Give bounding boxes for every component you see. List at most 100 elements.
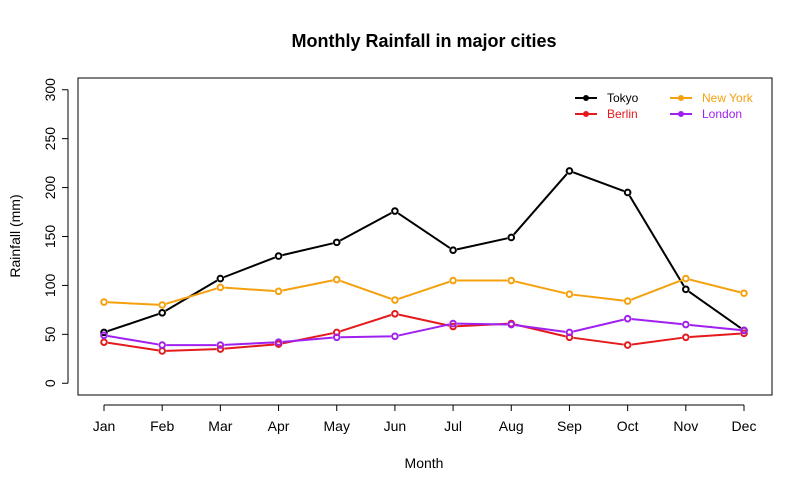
data-point [274,338,283,346]
series-segment [224,341,275,346]
data-point [332,333,341,342]
data-point [391,296,399,304]
data-point [158,341,166,349]
x-tick-label: Jul [444,418,462,434]
series-segment [107,313,159,333]
data-point [158,309,166,317]
series-segment [457,322,508,326]
data-point [682,320,690,329]
series-segment [513,173,568,236]
data-point [507,320,516,329]
data-point [391,332,399,341]
series-segment [224,286,275,293]
legend: Tokyo New York Berlin London [575,91,754,121]
series-london [100,314,748,349]
x-axis-label: Month [405,455,444,471]
series-segment [631,318,682,326]
data-point [682,285,690,294]
series-segment [573,336,624,346]
series-segment [166,348,217,352]
data-point [449,276,457,285]
series-segment [223,256,276,279]
data-point [740,329,748,338]
series-segment [340,279,392,300]
series-segment [631,336,682,346]
data-point [100,328,108,337]
plot-area-frame [77,77,773,396]
series-segment [282,279,334,292]
series-segment [515,324,566,333]
series-new-york [100,274,748,309]
data-point [391,309,399,318]
data-point [682,333,690,342]
y-tick-label: 0 [42,379,58,387]
data-point [507,233,516,242]
series-segment [340,335,391,339]
series-segment [398,280,450,300]
series-segment [572,171,625,193]
series-segment [282,336,333,343]
data-point [100,298,108,306]
series-berlin [100,309,748,355]
data-point [507,276,516,285]
data-point [158,347,166,355]
legend-marker [678,95,684,101]
data-point [449,322,457,331]
data-point [623,188,632,197]
data-point [216,341,225,349]
data-point [565,328,574,337]
series-segment [573,293,624,302]
data-point [216,283,225,292]
series-tokyo [100,167,748,337]
y-tick-label: 250 [42,127,58,151]
data-point [216,274,225,283]
y-axis-label: Rainfall (mm) [7,194,23,277]
data-point [740,326,748,335]
series-segment [689,278,741,294]
legend-marker [583,111,589,117]
legend-marker [678,111,684,117]
y-tick-label: 300 [42,78,58,102]
data-point [682,274,690,283]
series-segment [689,323,741,332]
series-segment [282,242,334,257]
series-segment [514,280,566,295]
data-point [449,246,457,254]
y-axis: 0 50 100 150 200 250 300 [42,78,69,387]
x-tick-label: May [324,418,350,434]
data-point [274,287,283,296]
series-layer [100,167,748,355]
series-segment [224,343,275,350]
series-segment [398,323,450,337]
series-segment [397,212,451,249]
data-point [391,207,399,215]
series-segment [689,332,741,339]
legend-marker [583,95,589,101]
series-segment [107,334,159,346]
legend-item-new-york: New York [670,91,754,105]
x-tick-label: Mar [208,418,232,434]
series-segment [107,301,159,306]
legend-label: Tokyo [607,91,639,105]
x-tick-label: Aug [499,418,524,434]
x-tick-label: Oct [617,418,639,434]
data-point [332,275,341,284]
x-tick-label: Nov [673,418,698,434]
x-tick-label: Feb [150,418,174,434]
legend-item-tokyo: Tokyo [575,91,639,105]
data-point [565,290,574,299]
series-segment [573,318,624,333]
data-point [623,341,632,349]
legend-item-berlin: Berlin [575,107,638,121]
data-point [623,297,632,305]
legend-label: New York [702,91,754,105]
data-point [158,301,166,309]
x-tick-label: Apr [268,418,290,434]
legend-item-london: London [670,107,742,121]
data-point [274,252,283,260]
data-point [623,314,632,323]
series-segment [628,195,685,287]
x-tick-label: Sep [557,418,582,434]
series-segment [456,237,508,251]
